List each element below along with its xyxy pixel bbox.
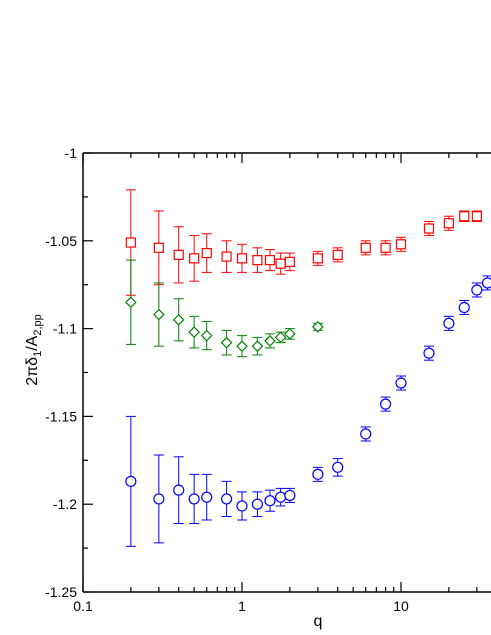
diamond-marker: [251, 340, 264, 353]
square-marker: [443, 218, 454, 229]
circle-marker: [275, 491, 287, 503]
square-marker: [459, 211, 470, 222]
square-marker: [125, 237, 136, 248]
y-tick-label: -1.15: [45, 408, 77, 424]
circle-marker: [481, 277, 491, 289]
circle-marker: [471, 284, 483, 296]
y-tick-label: -1: [65, 145, 78, 161]
circle-marker: [251, 498, 264, 510]
y-tick-label: -1.05: [45, 233, 77, 249]
circle-marker: [360, 428, 372, 440]
diamond-marker: [200, 329, 213, 342]
square-marker: [332, 249, 343, 260]
square-marker: [153, 242, 164, 253]
square-marker: [380, 242, 391, 253]
y-axis-label: 2πδ1/A2,pp: [24, 314, 44, 386]
series-diamond: [125, 259, 324, 358]
circle-marker: [423, 347, 435, 359]
circle-marker: [332, 461, 344, 473]
square-marker: [275, 258, 286, 269]
diamond-marker: [220, 336, 233, 349]
diamond-marker: [153, 308, 165, 321]
y-axis-ticks: -1 -1.05 -1.1 -1.15 -1.2 -1.25: [45, 145, 93, 600]
diamond-marker: [264, 335, 276, 347]
circle-marker: [379, 398, 392, 410]
square-marker: [173, 249, 184, 260]
x-tick-label: 10: [393, 598, 409, 614]
diamond-marker: [188, 326, 200, 338]
circle-marker: [125, 475, 137, 487]
circle-marker: [284, 489, 296, 502]
square-marker: [221, 251, 232, 262]
square-marker: [201, 247, 212, 259]
y-tick-label: -1.1: [53, 321, 77, 337]
circle-marker: [173, 484, 185, 496]
circle-marker: [153, 493, 165, 505]
square-marker: [471, 211, 482, 222]
x-axis-label: q: [314, 613, 323, 630]
square-marker: [284, 256, 295, 267]
diamond-marker: [236, 340, 248, 353]
circle-marker: [220, 493, 233, 505]
circle-marker: [236, 500, 248, 512]
circle-marker: [264, 495, 276, 507]
square-marker: [189, 253, 200, 264]
x-axis-ticks: 0.1 1 10: [73, 153, 478, 614]
y-tick-label: -1.25: [45, 584, 77, 600]
data-series: [125, 189, 491, 547]
square-marker: [236, 253, 248, 264]
circle-marker: [395, 377, 407, 389]
circle-marker: [188, 493, 200, 505]
square-marker: [312, 253, 323, 264]
series-circle: [125, 275, 491, 547]
square-marker: [252, 255, 263, 266]
diamond-marker: [172, 313, 185, 326]
circle-marker: [443, 317, 455, 329]
circle-marker: [312, 468, 324, 480]
diamond-marker: [274, 331, 287, 344]
x-tick-label: 0.1: [73, 598, 93, 614]
series-square: [125, 189, 482, 296]
square-marker: [423, 223, 435, 234]
diamond-marker: [312, 320, 324, 333]
circle-marker: [458, 301, 470, 314]
square-marker: [360, 242, 371, 253]
square-marker: [395, 239, 407, 250]
x-tick-label: 1: [238, 598, 246, 614]
square-marker: [264, 255, 276, 266]
y-tick-label: -1.2: [53, 496, 77, 512]
diamond-marker: [125, 296, 137, 309]
diamond-marker: [284, 328, 296, 340]
circle-marker: [201, 491, 213, 503]
